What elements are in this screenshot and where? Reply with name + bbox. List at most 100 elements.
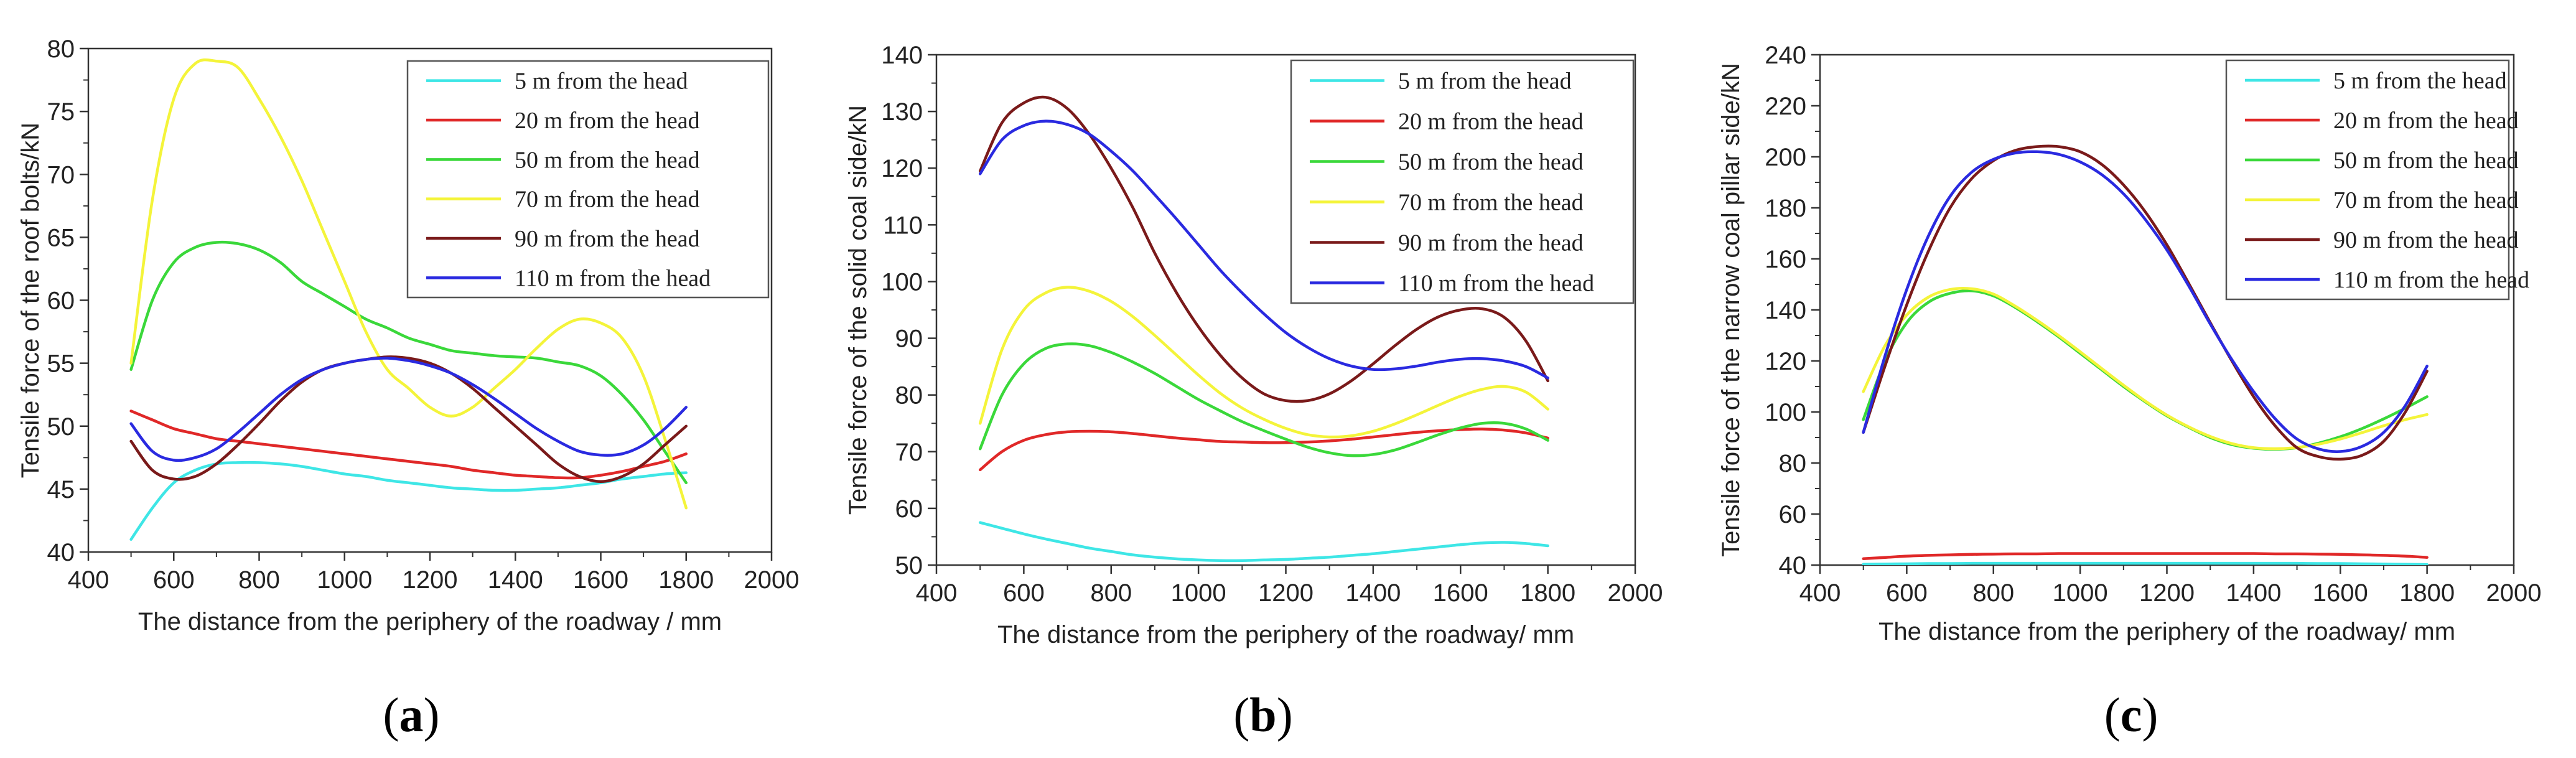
x-tick-label: 600 xyxy=(153,566,195,594)
x-tick-label: 400 xyxy=(916,579,958,607)
y-tick-label: 110 xyxy=(883,212,923,239)
y-tick-label: 100 xyxy=(1765,399,1806,426)
legend-label: 90 m from the head xyxy=(515,226,700,252)
series-line-5 xyxy=(129,355,688,483)
legend-label: 70 m from the head xyxy=(515,187,700,213)
y-tick-label: 70 xyxy=(47,161,75,189)
x-axis-title: The distance from the periphery of the r… xyxy=(1878,618,2455,645)
x-tick-label: 1800 xyxy=(658,566,714,594)
series-group xyxy=(1862,144,2429,565)
y-tick-label: 70 xyxy=(895,439,923,466)
legend-label: 20 m from the head xyxy=(515,108,700,134)
series-group xyxy=(129,58,688,541)
y-tick-label: 50 xyxy=(895,552,923,579)
legend: 5 m from the head 20 m from the head 50 m … xyxy=(406,60,770,299)
x-tick-label: 1000 xyxy=(2053,579,2108,607)
series-line-4 xyxy=(129,58,688,510)
x-tick-label: 600 xyxy=(1003,579,1045,607)
series-line-3 xyxy=(129,240,688,485)
series-line-1 xyxy=(1862,561,2429,565)
y-tick-label: 45 xyxy=(47,476,75,503)
x-tick-label: 1200 xyxy=(2139,579,2195,607)
series-line-1 xyxy=(978,521,1549,563)
x-tick-label: 600 xyxy=(1886,579,1928,607)
series-line-3 xyxy=(978,342,1549,457)
y-tick-label: 60 xyxy=(47,288,75,315)
x-tick-label: 1400 xyxy=(2226,579,2281,607)
x-tick-label: 1800 xyxy=(1520,579,1575,607)
x-tick-label: 2000 xyxy=(2486,579,2542,607)
x-tick-label: 1800 xyxy=(2399,579,2455,607)
series-line-4 xyxy=(1862,286,2429,451)
legend: 5 m from the head 20 m from the head 50 m … xyxy=(2225,59,2529,301)
x-axis-title: The distance from the periphery of the r… xyxy=(997,621,1574,648)
x-tick-label: 800 xyxy=(238,566,280,594)
y-tick-label: 160 xyxy=(1765,246,1806,273)
legend-label: 70 m from the head xyxy=(2333,187,2519,213)
x-tick-label: 1000 xyxy=(317,566,372,594)
series-line-2 xyxy=(1862,552,2429,560)
legend-label: 5 m from the head xyxy=(515,68,688,95)
x-tick-label: 1600 xyxy=(2313,579,2368,607)
y-tick-label: 40 xyxy=(1779,552,1807,579)
series-line-5 xyxy=(978,95,1549,403)
legend-label: 5 m from the head xyxy=(2333,68,2507,94)
y-tick-label: 120 xyxy=(881,155,923,182)
legend-box xyxy=(406,60,770,299)
legend-label: 110 m from the head xyxy=(515,265,711,291)
y-tick-label: 200 xyxy=(1765,144,1806,171)
x-tick-label: 1400 xyxy=(488,566,543,594)
x-tick-label: 1200 xyxy=(1258,579,1314,607)
y-tick-label: 130 xyxy=(881,98,923,126)
y-tick-label: 80 xyxy=(47,35,75,63)
legend-label: 5 m from the head xyxy=(1398,68,1572,95)
panel-caption: (a) xyxy=(383,688,440,742)
x-tick-label: 1400 xyxy=(1345,579,1401,607)
y-tick-label: 240 xyxy=(1765,42,1806,69)
x-tick-label: 1000 xyxy=(1171,579,1226,607)
legend-label: 90 m from the head xyxy=(2333,227,2519,253)
y-tick-label: 60 xyxy=(1779,501,1807,528)
x-tick-label: 2000 xyxy=(744,566,800,594)
y-tick-label: 55 xyxy=(47,350,75,378)
x-tick-label: 400 xyxy=(68,566,110,594)
y-tick-label: 180 xyxy=(1765,195,1806,222)
legend-box xyxy=(1290,59,1635,304)
y-tick-label: 80 xyxy=(895,382,923,409)
series-line-6 xyxy=(1862,150,2429,453)
y-tick-label: 140 xyxy=(881,42,923,69)
y-tick-label: 80 xyxy=(1779,450,1807,477)
legend-label: 20 m from the head xyxy=(2333,108,2519,134)
legend-label: 70 m from the head xyxy=(1398,190,1584,216)
y-tick-label: 40 xyxy=(47,539,75,566)
chart-panel-a: 400 600 800 1000 1200 1400 1600 1800 2000 40 45 50 5… xyxy=(17,35,799,742)
x-tick-label: 2000 xyxy=(1608,579,1663,607)
legend-label: 20 m from the head xyxy=(1398,109,1584,135)
legend-label: 110 m from the head xyxy=(2333,267,2529,293)
x-tick-label: 800 xyxy=(1972,579,2014,607)
y-tick-label: 120 xyxy=(1765,348,1806,375)
y-tick-label: 220 xyxy=(1765,93,1806,120)
series-line-2 xyxy=(129,409,688,480)
legend-label: 50 m from the head xyxy=(2333,147,2519,174)
y-axis-title: Tensile force of the narrow coal pillar … xyxy=(1717,63,1745,557)
legend: 5 m from the head 20 m from the head 50 m … xyxy=(1290,59,1635,304)
chart-panel-c: 400 600 800 1000 1200 1400 1600 1800 2000 40 60 80 1… xyxy=(1717,42,2541,742)
y-tick-label: 50 xyxy=(47,413,75,441)
x-tick-label: 800 xyxy=(1090,579,1132,607)
x-tick-label: 1200 xyxy=(403,566,458,594)
x-tick-label: 400 xyxy=(1799,579,1841,607)
series-group xyxy=(978,95,1549,563)
y-tick-label: 60 xyxy=(895,495,923,523)
panel-caption: (b) xyxy=(1233,688,1292,742)
legend-label: 90 m from the head xyxy=(1398,230,1584,256)
panel-caption: (c) xyxy=(2104,688,2158,742)
series-line-6 xyxy=(129,357,688,462)
legend-box xyxy=(2225,59,2510,301)
chart-panel-b: 400 600 800 1000 1200 1400 1600 1800 2000 50 60 70 8… xyxy=(844,42,1663,742)
x-tick-label: 1600 xyxy=(1433,579,1488,607)
legend-label: 50 m from the head xyxy=(515,147,700,173)
y-tick-label: 90 xyxy=(895,325,923,353)
series-line-5 xyxy=(1862,144,2429,461)
